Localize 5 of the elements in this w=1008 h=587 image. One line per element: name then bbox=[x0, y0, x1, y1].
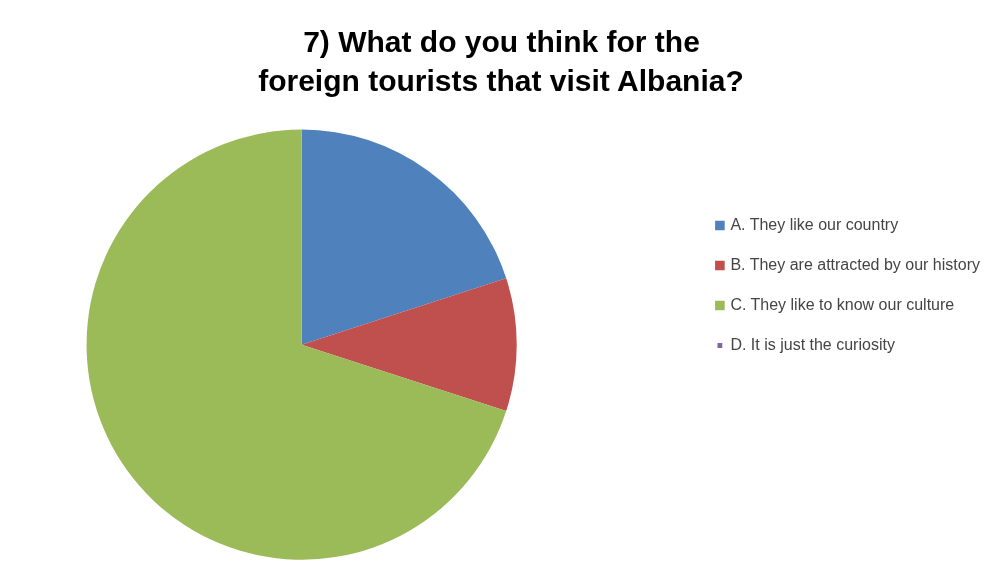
legend-label: C. They like to know our culture bbox=[730, 296, 955, 314]
legend-label: D. It is just the curiosity bbox=[730, 336, 895, 354]
chart-title: 7) What do you think for the foreign tourists that visit Albania? bbox=[258, 24, 744, 98]
legend-label: B. They are attracted by our history bbox=[730, 256, 980, 274]
legend-label: A. They like our country bbox=[730, 216, 899, 234]
